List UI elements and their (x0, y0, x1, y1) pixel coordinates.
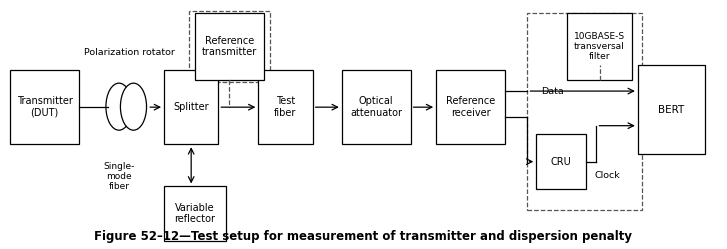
Text: Single-
mode
fiber: Single- mode fiber (103, 162, 134, 191)
Text: Reference
transmitter: Reference transmitter (202, 36, 257, 57)
FancyBboxPatch shape (164, 187, 225, 241)
FancyBboxPatch shape (566, 13, 632, 80)
Text: Splitter: Splitter (173, 102, 209, 112)
FancyBboxPatch shape (189, 11, 270, 82)
FancyBboxPatch shape (342, 70, 411, 144)
Text: Test
fiber: Test fiber (274, 96, 297, 118)
FancyBboxPatch shape (638, 65, 704, 154)
Ellipse shape (121, 83, 147, 130)
Text: Optical
attenuator: Optical attenuator (350, 96, 402, 118)
Text: Variable
reflector: Variable reflector (174, 203, 215, 224)
FancyBboxPatch shape (528, 13, 642, 210)
FancyBboxPatch shape (10, 70, 79, 144)
Text: Reference
receiver: Reference receiver (446, 96, 495, 118)
FancyBboxPatch shape (195, 13, 264, 80)
FancyBboxPatch shape (537, 134, 585, 189)
Text: Figure 52–12—Test setup for measurement of transmitter and dispersion penalty: Figure 52–12—Test setup for measurement … (95, 230, 632, 243)
Text: Polarization rotator: Polarization rotator (84, 48, 175, 57)
Text: Transmitter
(DUT): Transmitter (DUT) (17, 96, 73, 118)
FancyBboxPatch shape (436, 70, 505, 144)
Text: CRU: CRU (550, 157, 571, 167)
Text: Data: Data (542, 87, 564, 96)
FancyBboxPatch shape (258, 70, 313, 144)
Ellipse shape (106, 83, 132, 130)
Text: BERT: BERT (658, 105, 684, 115)
Text: 10GBASE-S
transversal
filter: 10GBASE-S transversal filter (574, 32, 625, 62)
Text: Clock: Clock (594, 171, 620, 180)
FancyBboxPatch shape (164, 70, 218, 144)
